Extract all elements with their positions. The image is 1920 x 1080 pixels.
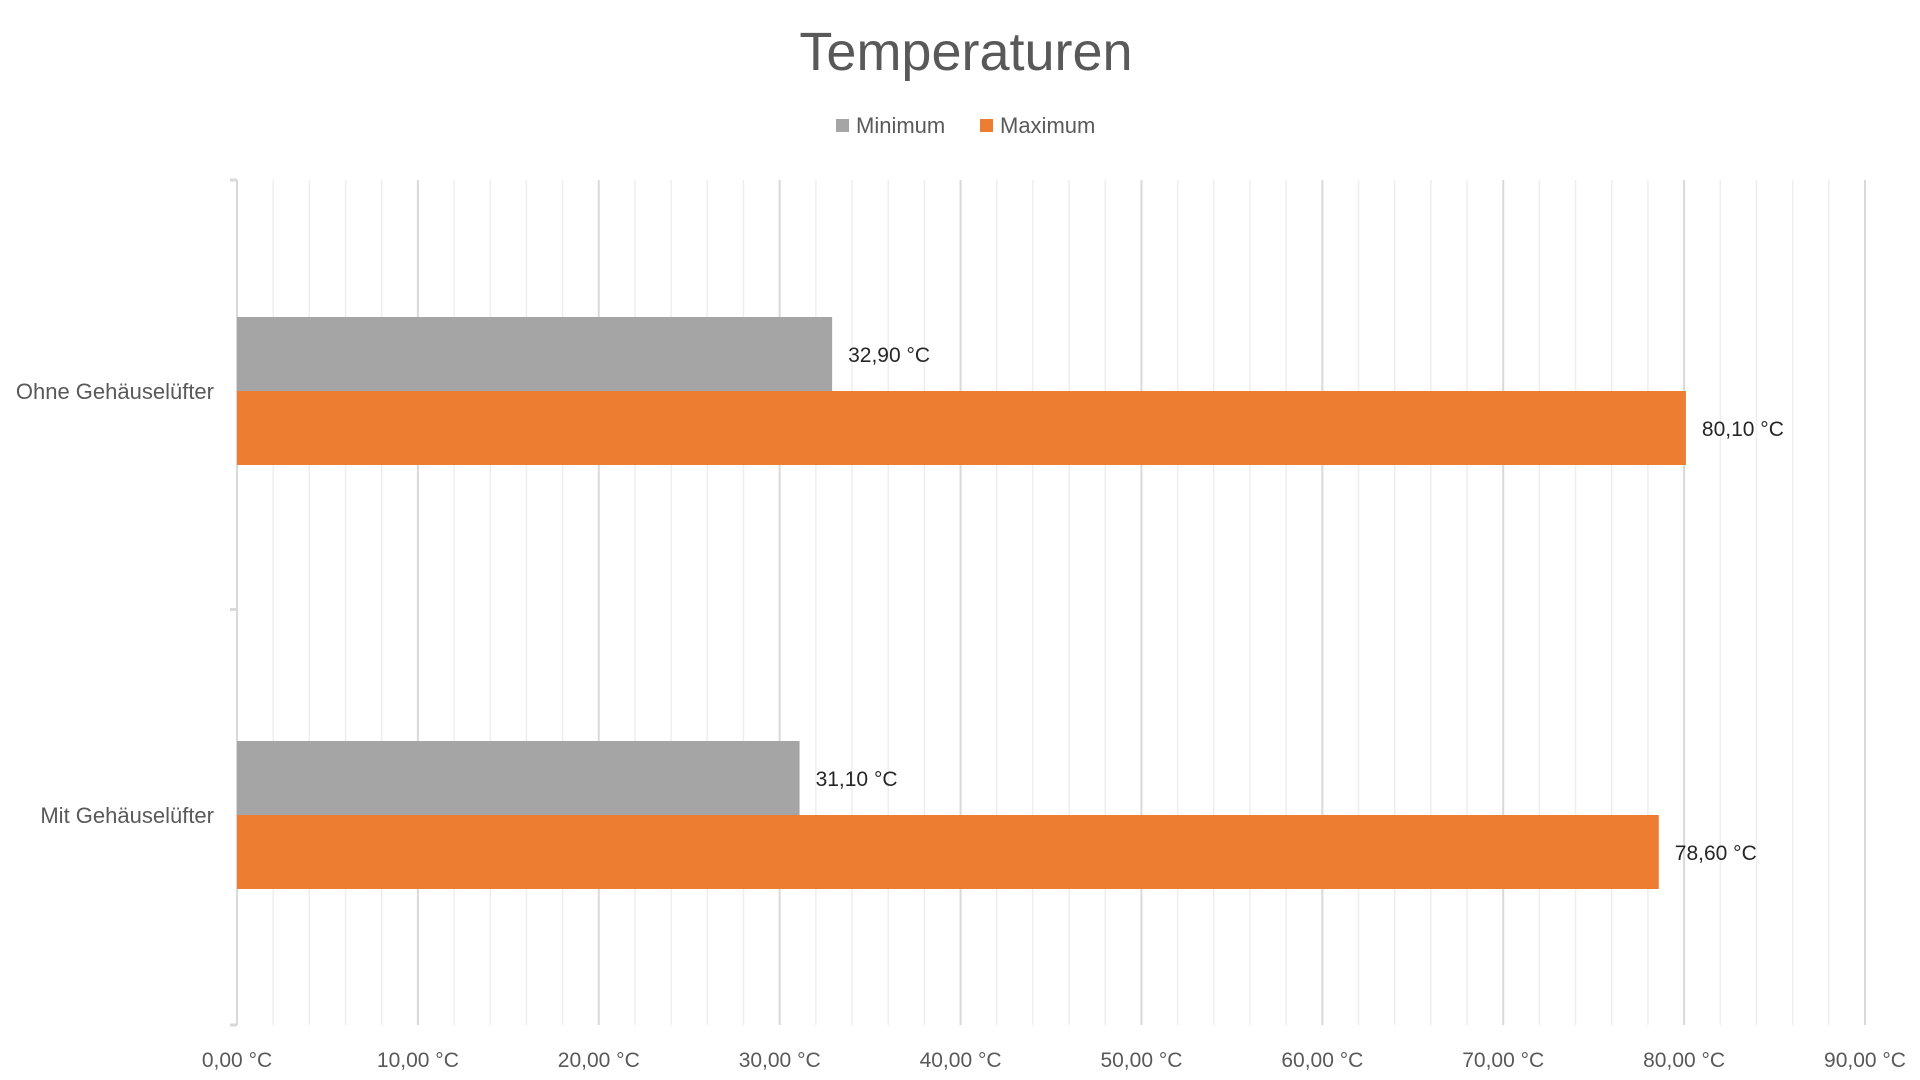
chart-title: Temperaturen	[799, 22, 1132, 82]
category-label: Mit Gehäuselüfter	[40, 803, 214, 828]
data-label-maximum: 78,60 °C	[1675, 842, 1757, 865]
x-tick-label: 80,00 °C	[1643, 1049, 1725, 1072]
x-tick-label: 10,00 °C	[377, 1049, 459, 1072]
data-label-minimum: 31,10 °C	[816, 768, 898, 791]
grid	[272, 180, 1866, 1025]
legend-label-maximum: Maximum	[1000, 113, 1095, 138]
legend-swatch-maximum	[980, 119, 993, 132]
bar-maximum	[237, 815, 1659, 889]
legend: Minimum Maximum	[836, 113, 1095, 138]
x-tick-label: 50,00 °C	[1100, 1049, 1182, 1072]
bar-minimum	[237, 741, 800, 815]
x-tick-label: 40,00 °C	[920, 1049, 1002, 1072]
data-label-minimum: 32,90 °C	[848, 344, 930, 367]
x-tick-label: 60,00 °C	[1281, 1049, 1363, 1072]
legend-label-minimum: Minimum	[856, 113, 945, 138]
bars	[237, 317, 1686, 889]
x-tick-label: 0,00 °C	[202, 1049, 272, 1072]
x-tick-label: 20,00 °C	[558, 1049, 640, 1072]
category-label: Ohne Gehäuselüfter	[16, 379, 214, 404]
bar-maximum	[237, 391, 1686, 465]
data-label-maximum: 80,10 °C	[1702, 418, 1784, 441]
legend-swatch-minimum	[836, 119, 849, 132]
x-tick-label: 70,00 °C	[1462, 1049, 1544, 1072]
x-tick-label: 30,00 °C	[739, 1049, 821, 1072]
x-tick-label: 90,00 °C	[1824, 1049, 1906, 1072]
labels: 32,90 °C 80,10 °C 31,10 °C 78,60 °C	[816, 344, 1784, 865]
bar-minimum	[237, 317, 833, 391]
